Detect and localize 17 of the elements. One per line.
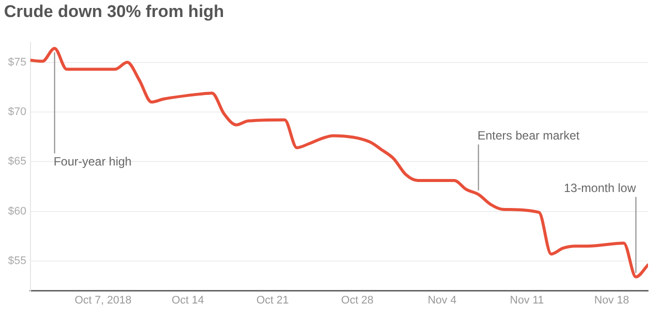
x-tick-label: Oct 14 — [172, 294, 204, 306]
y-tick-label: $70 — [8, 106, 26, 118]
line-series — [30, 46, 648, 278]
annotation: 13-month low — [564, 181, 636, 196]
annotation: Enters bear market — [477, 128, 580, 143]
x-tick-label: Nov 4 — [428, 294, 456, 306]
x-tick-label: Nov 18 — [594, 294, 630, 306]
y-tick-label: $55 — [8, 255, 26, 268]
y-tick-label: $65 — [8, 156, 26, 168]
annotation: Four-year high — [54, 154, 132, 169]
x-tick-label: Oct 28 — [341, 294, 374, 306]
x-tick-label: Oct 21 — [256, 294, 289, 306]
y-tick-label: $75 — [8, 56, 26, 68]
x-tick-label: Oct 7, 2018 — [74, 294, 132, 306]
y-tick-label: $60 — [8, 205, 26, 218]
chart-title: Crude down 30% from high — [4, 2, 224, 21]
x-tick-label: Nov 11 — [510, 294, 544, 306]
